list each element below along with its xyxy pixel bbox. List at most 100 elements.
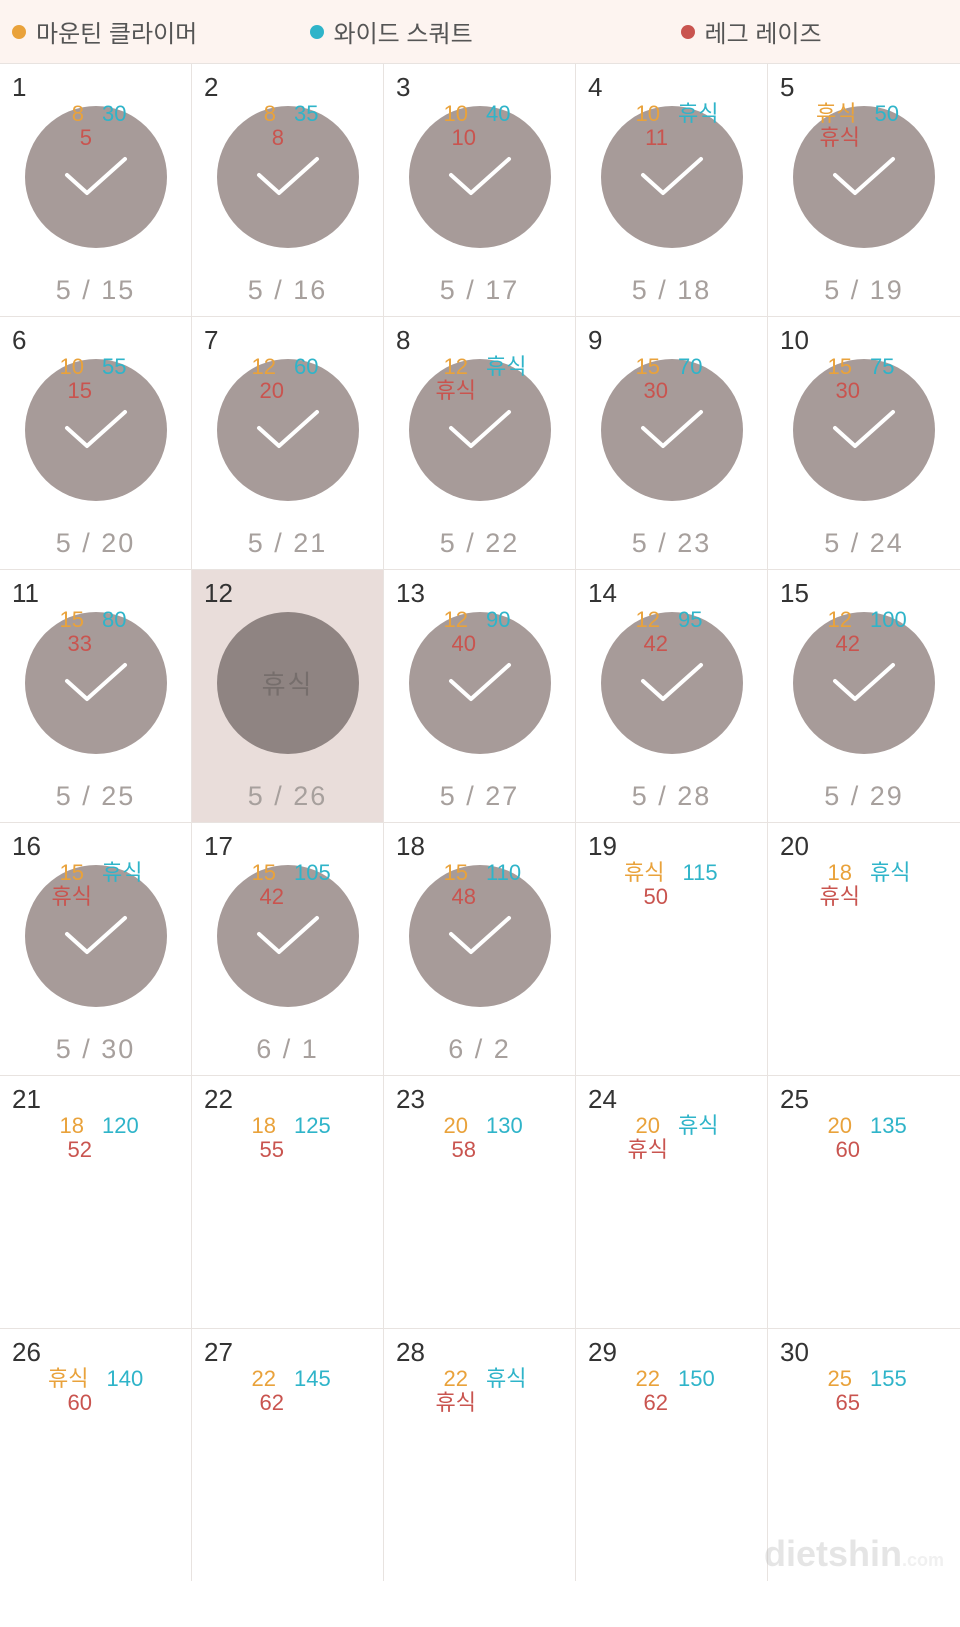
rest-label: 휴식 [262, 665, 314, 702]
calendar-day-15[interactable]: 1512100425 / 29 [768, 569, 960, 822]
day-values: 22휴식휴식 [384, 1367, 575, 1415]
value-orange: 20 [816, 1114, 852, 1138]
day-number: 27 [202, 1337, 373, 1368]
day-number: 9 [586, 325, 757, 356]
calendar-day-25[interactable]: 252013560 [768, 1075, 960, 1328]
calendar-day-21[interactable]: 211812052 [0, 1075, 192, 1328]
day-circle-done [25, 106, 167, 248]
day-values: 2214562 [192, 1367, 383, 1415]
day-number: 24 [586, 1084, 757, 1115]
day-circle-done [601, 359, 743, 501]
value-red: 60 [48, 1391, 92, 1415]
day-date: 5 / 22 [384, 528, 575, 559]
day-circle-done [409, 612, 551, 754]
day-values: 2013560 [768, 1114, 960, 1162]
day-circle-done [217, 106, 359, 248]
day-date: 5 / 27 [384, 781, 575, 812]
calendar-day-14[interactable]: 141295425 / 28 [576, 569, 768, 822]
day-circle-done [601, 612, 743, 754]
calendar-day-29[interactable]: 292215062 [576, 1328, 768, 1581]
calendar-day-18[interactable]: 1815110486 / 2 [384, 822, 576, 1075]
value-cyan: 휴식 [486, 1367, 530, 1391]
day-circle-done [409, 359, 551, 501]
day-number: 16 [10, 831, 181, 862]
day-number: 21 [10, 1084, 181, 1115]
calendar-day-12[interactable]: 12휴식5 / 26 [192, 569, 384, 822]
value-cyan: 145 [294, 1367, 338, 1391]
calendar-day-22[interactable]: 221812555 [192, 1075, 384, 1328]
calendar-day-26[interactable]: 26휴식14060 [0, 1328, 192, 1581]
calendar-day-1[interactable]: 183055 / 15 [0, 63, 192, 316]
calendar-day-4[interactable]: 410휴식115 / 18 [576, 63, 768, 316]
day-date: 5 / 18 [576, 275, 767, 306]
value-red: 52 [48, 1138, 92, 1162]
day-values: 휴식11550 [576, 861, 767, 909]
value-orange: 18 [240, 1114, 276, 1138]
day-values: 1812555 [192, 1114, 383, 1162]
legend-bar: 마운틴 클라이머 와이드 스쿼트 레그 레이즈 [0, 0, 960, 63]
day-number: 5 [778, 72, 950, 103]
day-number: 6 [10, 325, 181, 356]
calendar-day-6[interactable]: 61055155 / 20 [0, 316, 192, 569]
calendar-day-17[interactable]: 1715105426 / 1 [192, 822, 384, 1075]
calendar-day-23[interactable]: 232013058 [384, 1075, 576, 1328]
day-date: 5 / 19 [768, 275, 960, 306]
calendar-day-7[interactable]: 71260205 / 21 [192, 316, 384, 569]
day-values: 2215062 [576, 1367, 767, 1415]
day-date: 6 / 1 [192, 1034, 383, 1065]
day-number: 20 [778, 831, 950, 862]
calendar-day-11[interactable]: 111580335 / 25 [0, 569, 192, 822]
calendar-day-8[interactable]: 812휴식휴식5 / 22 [384, 316, 576, 569]
day-date: 5 / 17 [384, 275, 575, 306]
value-red: 58 [432, 1138, 476, 1162]
day-date: 5 / 28 [576, 781, 767, 812]
day-date: 5 / 30 [0, 1034, 191, 1065]
value-cyan: 155 [870, 1367, 914, 1391]
value-cyan: 120 [102, 1114, 146, 1138]
value-cyan: 130 [486, 1114, 530, 1138]
calendar-day-16[interactable]: 1615휴식휴식5 / 30 [0, 822, 192, 1075]
legend-item-2: 와이드 스쿼트 [290, 14, 631, 49]
value-red: 62 [240, 1391, 284, 1415]
calendar-day-10[interactable]: 101575305 / 24 [768, 316, 960, 569]
day-circle-done [25, 359, 167, 501]
day-number: 3 [394, 72, 565, 103]
day-circle-done [217, 865, 359, 1007]
value-orange: 20 [432, 1114, 468, 1138]
calendar-day-13[interactable]: 131290405 / 27 [384, 569, 576, 822]
calendar-day-5[interactable]: 5휴식50휴식5 / 19 [768, 63, 960, 316]
value-cyan: 휴식 [678, 1114, 722, 1138]
day-circle-done [409, 865, 551, 1007]
day-date: 5 / 24 [768, 528, 960, 559]
day-date: 5 / 16 [192, 275, 383, 306]
calendar-day-9[interactable]: 91570305 / 23 [576, 316, 768, 569]
value-cyan: 140 [106, 1367, 150, 1391]
value-cyan: 135 [870, 1114, 914, 1138]
day-circle: 휴식 [217, 612, 359, 754]
legend-item-1: 마운틴 클라이머 [12, 14, 280, 49]
value-cyan: 150 [678, 1367, 722, 1391]
calendar-day-30[interactable]: 302515565 [768, 1328, 960, 1581]
day-circle-done [25, 612, 167, 754]
legend-dot-orange [12, 25, 26, 39]
calendar-day-27[interactable]: 272214562 [192, 1328, 384, 1581]
day-number: 2 [202, 72, 373, 103]
calendar-day-3[interactable]: 31040105 / 17 [384, 63, 576, 316]
calendar-day-2[interactable]: 283585 / 16 [192, 63, 384, 316]
legend-label-3: 레그 레이즈 [705, 14, 822, 49]
calendar-day-24[interactable]: 2420휴식휴식 [576, 1075, 768, 1328]
day-number: 11 [10, 578, 181, 609]
calendar-day-19[interactable]: 19휴식11550 [576, 822, 768, 1075]
legend-item-3: 레그 레이즈 [641, 14, 949, 49]
value-orange: 20 [624, 1114, 660, 1138]
value-orange: 휴식 [48, 1367, 88, 1391]
calendar-day-20[interactable]: 2018휴식휴식 [768, 822, 960, 1075]
calendar-day-28[interactable]: 2822휴식휴식 [384, 1328, 576, 1581]
day-number: 28 [394, 1337, 565, 1368]
day-date: 5 / 20 [0, 528, 191, 559]
value-orange: 25 [816, 1367, 852, 1391]
day-number: 19 [586, 831, 757, 862]
value-orange: 22 [624, 1367, 660, 1391]
day-number: 30 [778, 1337, 950, 1368]
day-circle-done [793, 106, 935, 248]
